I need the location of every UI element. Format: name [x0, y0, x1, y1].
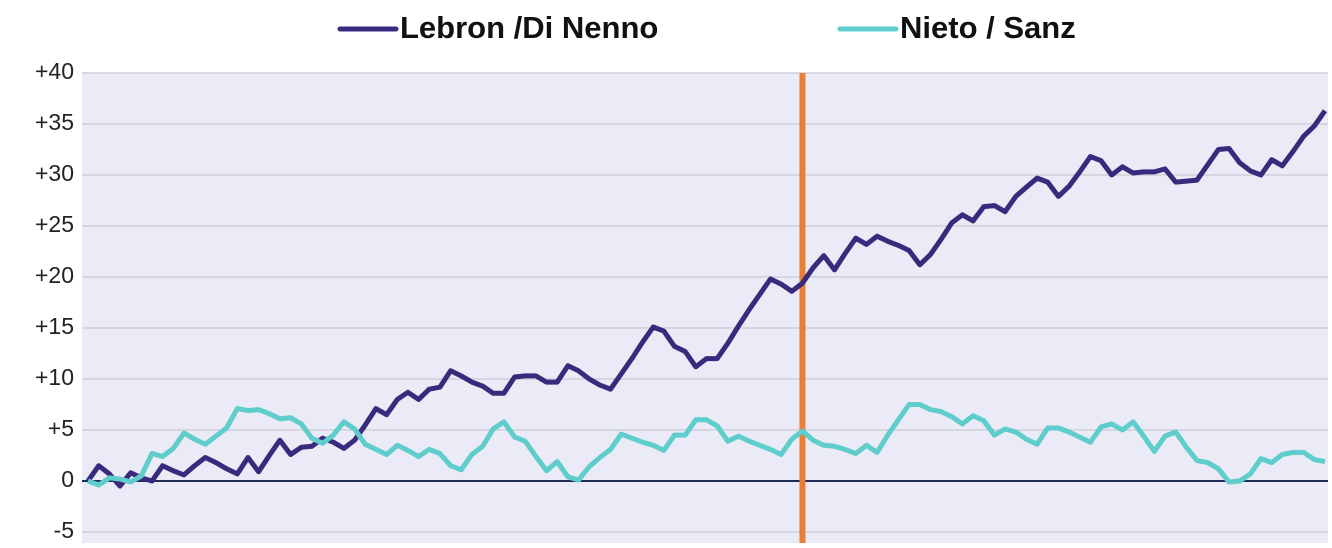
y-tick-label: +15: [35, 313, 74, 339]
y-tick-label: +40: [35, 58, 74, 84]
y-tick-label: +20: [35, 262, 74, 288]
y-tick-label: +35: [35, 109, 74, 135]
y-tick-label: +30: [35, 160, 74, 186]
plot-area: [82, 73, 1328, 543]
series-line: [87, 402, 1326, 488]
legend-label: Nieto / Sanz: [900, 10, 1076, 45]
y-tick-label: +5: [48, 415, 74, 441]
y-tick-label: -5: [54, 517, 74, 543]
legend-label: Lebron /Di Nenno: [400, 10, 658, 45]
y-tick-label: +25: [35, 211, 74, 237]
y-tick-label: 0: [61, 466, 74, 492]
y-tick-label: +10: [35, 364, 74, 390]
series-line: [85, 109, 1328, 489]
